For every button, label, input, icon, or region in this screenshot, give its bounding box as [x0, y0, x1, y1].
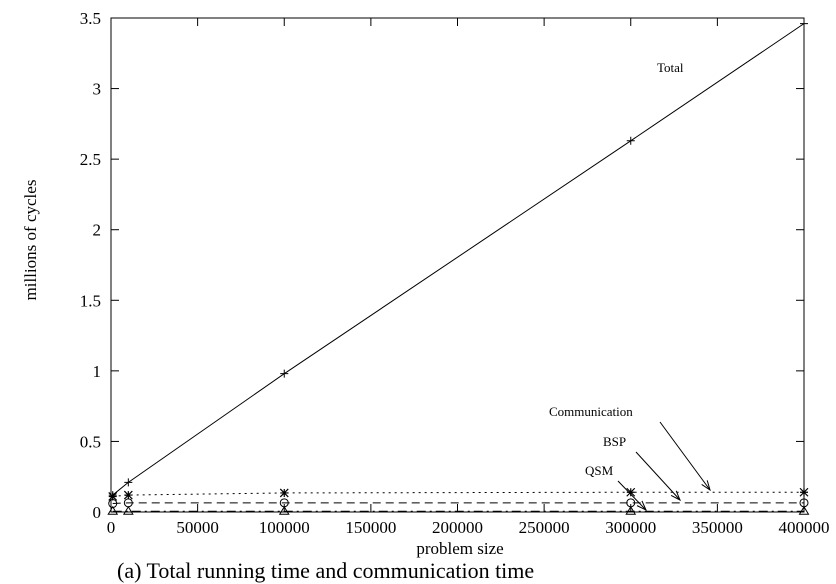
- point-communication-3: [626, 487, 636, 497]
- annotation-label-bsp: BSP: [603, 434, 626, 449]
- y-tick-label-7: 3.5: [80, 9, 101, 28]
- y-tick-label-6: 3: [93, 80, 102, 99]
- series-qsm: [107, 505, 810, 515]
- series: [107, 19, 810, 515]
- plot-frame: [110, 17, 805, 513]
- annotation-arrow-bsp: [635, 451, 681, 501]
- x-tick-label-1: 50000: [176, 518, 219, 537]
- figure-caption: (a) Total running time and communication…: [117, 558, 534, 583]
- series-line-bsp: [112, 502, 804, 505]
- x-tick-label-8: 400000: [779, 518, 830, 537]
- series-total: [108, 19, 808, 500]
- point-qsm-0: [107, 505, 119, 515]
- y-tick-label-2: 1: [93, 362, 102, 381]
- annotation-label-total: Total: [657, 60, 684, 75]
- point-total-1: [124, 478, 133, 487]
- x-tick-label-3: 150000: [345, 518, 396, 537]
- y-tick-label-1: 0.5: [80, 432, 101, 451]
- point-qsm-3: [625, 505, 637, 515]
- x-tick-label-5: 250000: [519, 518, 570, 537]
- point-communication-4: [799, 487, 809, 497]
- x-tick-label-2: 100000: [259, 518, 310, 537]
- y-tick-label-0: 0: [93, 503, 102, 522]
- annotation-arrow-qsm: [617, 480, 647, 511]
- series-bsp: [108, 498, 809, 509]
- point-total-2: [280, 369, 289, 378]
- x-tick-label-7: 350000: [692, 518, 743, 537]
- axes: [110, 17, 805, 513]
- series-line-communication: [112, 491, 804, 497]
- annotations: Total Communication BSP QSM: [549, 60, 711, 512]
- y-axis-label: millions of cycles: [21, 180, 40, 301]
- point-qsm-2: [278, 505, 290, 515]
- y-tick-label-3: 1.5: [80, 291, 101, 310]
- annotation-arrowhead-bsp: [670, 490, 681, 502]
- annotation-label-communication: Communication: [549, 404, 633, 419]
- series-communication: [108, 487, 809, 501]
- y-tick-label-5: 2.5: [80, 150, 101, 169]
- point-qsm-1: [122, 505, 134, 515]
- series-line-total: [112, 23, 805, 496]
- annotation-arrowhead-communication: [701, 480, 711, 492]
- annotation-arrowhead-qsm: [636, 500, 648, 512]
- point-communication-2: [279, 488, 289, 498]
- y-tick-label-4: 2: [93, 221, 102, 240]
- annotation-label-qsm: QSM: [585, 463, 614, 478]
- x-tick-label-6: 300000: [605, 518, 656, 537]
- point-qsm-4: [798, 505, 810, 515]
- x-axis-label: problem size: [416, 539, 503, 558]
- x-tick-label-4: 200000: [432, 518, 483, 537]
- annotation-arrow-communication: [659, 421, 711, 491]
- point-communication-1: [123, 490, 133, 500]
- ticks: 0 50000 100000 150000 200000 250000 300000 3500…: [80, 9, 830, 537]
- point-communication-0: [108, 492, 118, 501]
- point-total-3: [626, 136, 635, 145]
- x-tick-label-0: 0: [107, 518, 116, 537]
- point-total-4: [800, 19, 808, 28]
